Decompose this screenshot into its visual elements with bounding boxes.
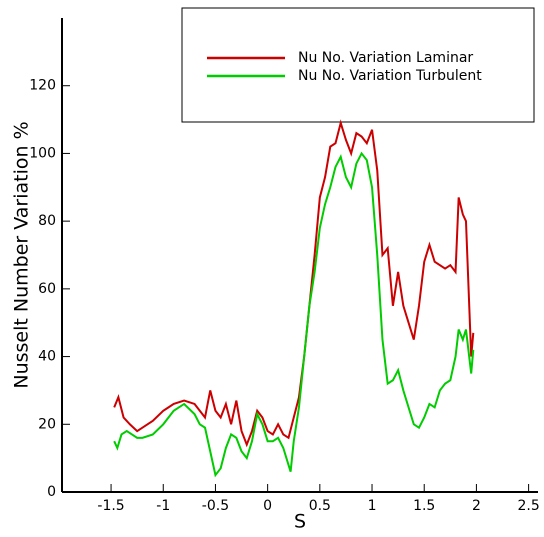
y-tick-label: 0 <box>47 484 56 500</box>
legend-box <box>181 7 535 123</box>
x-tick-label: -0.5 <box>202 498 229 514</box>
data-line <box>113 151 475 478</box>
legend-label: Nu No. Variation Turbulent <box>298 68 482 84</box>
y-tick-label: 80 <box>38 213 56 229</box>
x-tick-label: -1 <box>156 498 170 514</box>
data-line <box>113 119 475 448</box>
y-tick-label: 40 <box>38 349 56 365</box>
y-tick-label: 100 <box>29 145 56 161</box>
y-tick-label: 60 <box>38 281 56 297</box>
x-tick-label: 1.5 <box>413 498 435 514</box>
legend-label: Nu No. Variation Laminar <box>298 50 473 66</box>
x-tick-label: 0 <box>263 498 272 514</box>
y-axis-label: Nusselt Number Variation % <box>11 121 33 388</box>
x-tick-label: 2.5 <box>517 498 539 514</box>
x-tick-label: 2 <box>472 498 481 514</box>
x-tick-label: -1.5 <box>97 498 124 514</box>
y-tick-label: 20 <box>38 416 56 432</box>
x-axis-label: S <box>294 511 306 533</box>
x-tick-label: 1 <box>368 498 377 514</box>
x-tick-label: 0.5 <box>309 498 331 514</box>
y-tick-label: 120 <box>29 78 56 94</box>
